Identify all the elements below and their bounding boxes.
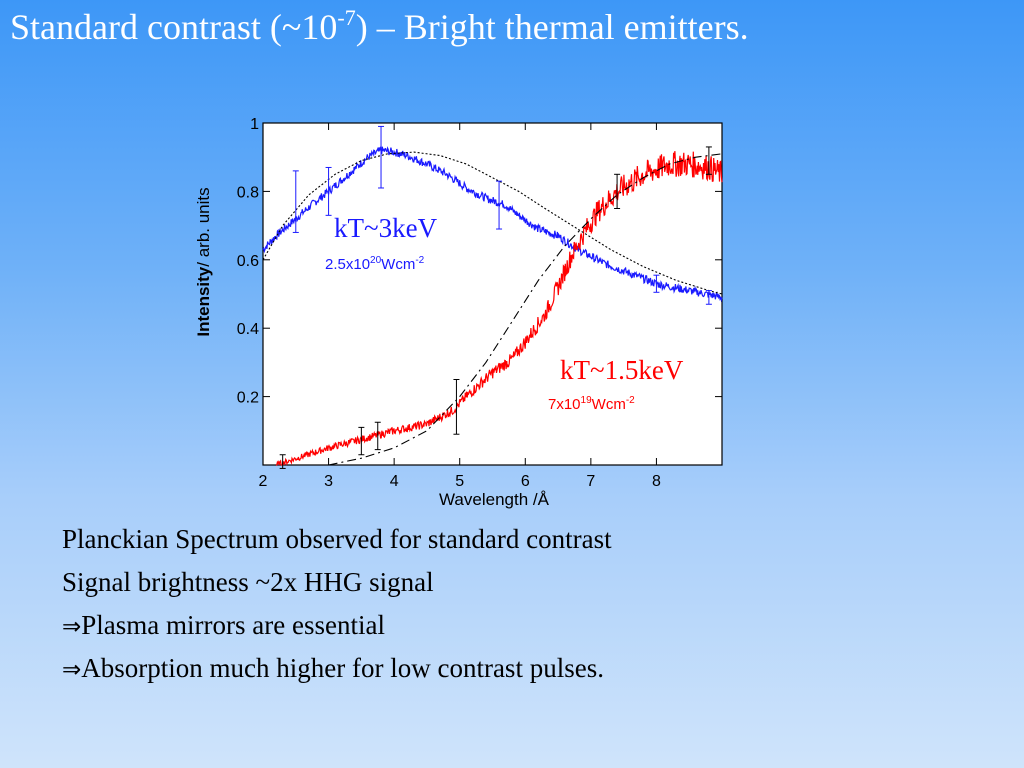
bullet-item: Signal brightness ~2x HHG signal xyxy=(62,567,434,597)
y-tick-label: 0.6 xyxy=(237,253,259,270)
y-tick-label: 1 xyxy=(250,116,259,133)
errorbar-layer xyxy=(279,125,712,469)
title-superscript: -7 xyxy=(337,5,356,30)
implies-arrow: ⇒ xyxy=(62,657,82,683)
y-tick-label: 0.4 xyxy=(237,321,259,338)
x-tick-label: 5 xyxy=(455,473,464,490)
axis-ticks xyxy=(262,122,722,465)
series-line-dotted xyxy=(262,151,723,295)
bullet-item: ⇒Absorption much higher for low contrast… xyxy=(62,653,604,683)
y-tick-label: 0.2 xyxy=(237,390,259,407)
series-line-noisy xyxy=(262,145,723,303)
title-rest: ) – Bright thermal emitters. xyxy=(355,7,749,47)
blue-series-density: 2.5x1020Wcm-2 xyxy=(325,255,425,273)
x-tick-label: 8 xyxy=(652,473,661,490)
red-series-density: 7x1019Wcm-2 xyxy=(548,395,635,413)
bullet-item: ⇒Plasma mirrors are essential xyxy=(62,610,385,640)
title-main: Standard contrast (~10 xyxy=(10,7,338,47)
series-line-noisy xyxy=(276,151,723,466)
implies-arrow: ⇒ xyxy=(62,614,82,640)
series-layer xyxy=(262,145,723,466)
x-tick-label: 7 xyxy=(586,473,595,490)
red-series-label: kT~1.5keV xyxy=(560,355,684,385)
y-tick-label: 0.8 xyxy=(237,184,259,201)
bullet-list: Planckian Spectrum observed for standard… xyxy=(62,519,612,691)
x-tick-label: 6 xyxy=(521,473,530,490)
bullet-item: Planckian Spectrum observed for standard… xyxy=(62,524,612,554)
slide-title: Standard contrast (~10-7) – Bright therm… xyxy=(10,6,749,49)
blue-series-label: kT~3keV xyxy=(334,213,438,243)
x-tick-label: 2 xyxy=(259,473,268,490)
x-tick-label: 3 xyxy=(324,473,333,490)
y-axis-label: Intensity/ arb. units xyxy=(194,187,213,336)
x-tick-labels: 2 3 4 5 6 7 8 xyxy=(259,473,661,490)
x-tick-label: 4 xyxy=(390,473,399,490)
y-tick-labels: 0.2 0.4 0.6 0.8 1 xyxy=(237,116,259,407)
series-line-dashed xyxy=(328,153,723,466)
x-axis-label: Wavelength /Å xyxy=(439,490,550,509)
